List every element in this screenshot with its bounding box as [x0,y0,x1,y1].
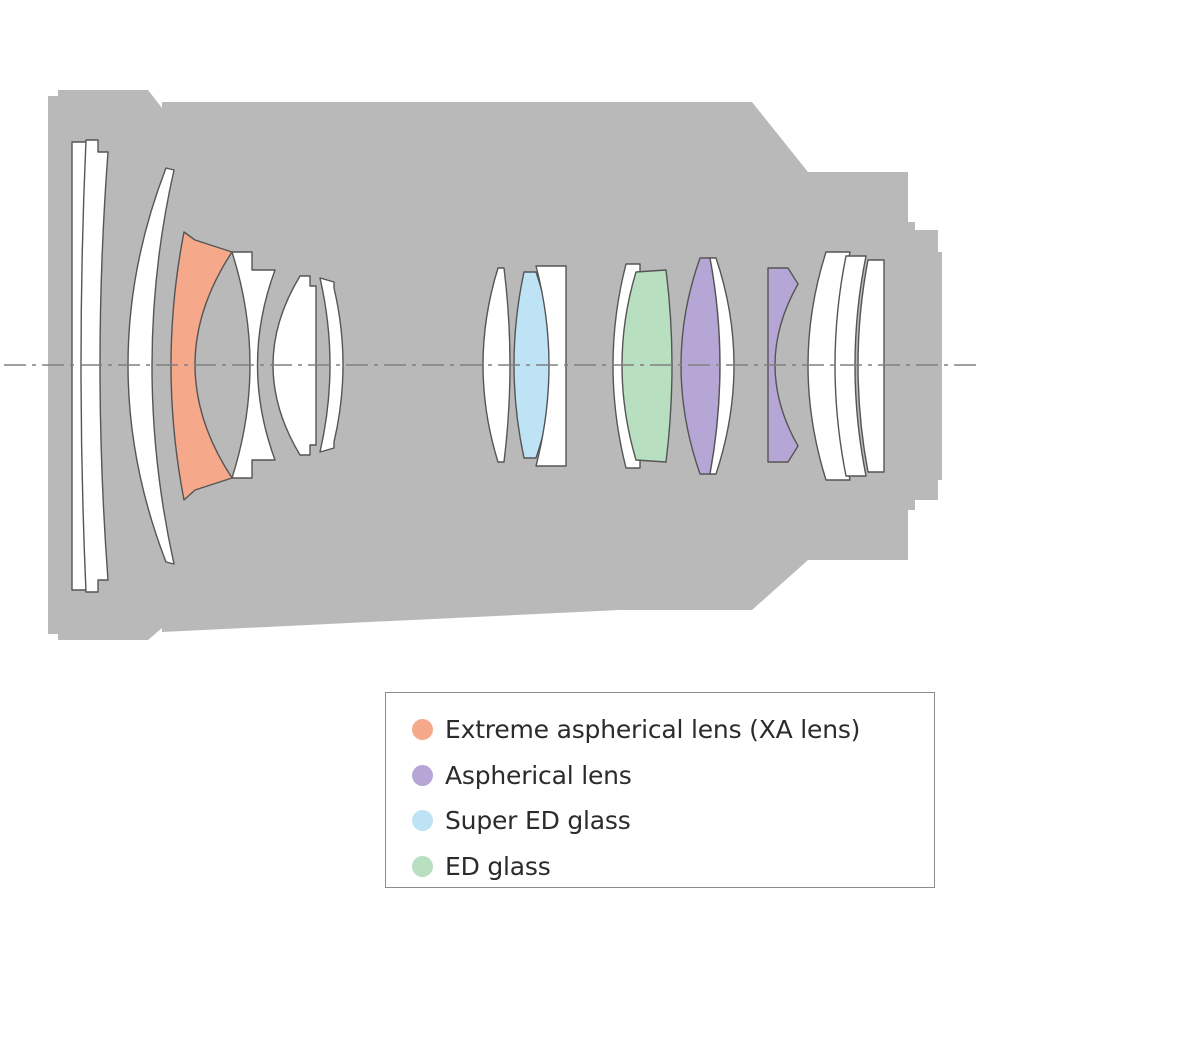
optical-elements [71,139,885,593]
element-8 [482,267,511,463]
legend-label-super-ed-glass: Super ED glass [445,806,631,836]
element-7 [319,277,344,453]
element-17 [834,255,867,477]
legend-label-ed-glass: ED glass [445,851,551,881]
element-14 [709,257,735,475]
element-6 [272,275,317,456]
element-12 [621,269,673,463]
lens-cross-section-diagram [4,90,980,640]
legend-item-aspherical-lens: Aspherical lens [412,753,934,799]
element-15 [767,267,799,463]
legend-label-aspherical-lens: Aspherical lens [445,760,632,790]
legend-item-xa-lens: Extreme aspherical lens (XA lens) [412,707,934,753]
element-3 [127,167,175,565]
element-18 [857,259,885,473]
legend-label-xa-lens: Extreme aspherical lens (XA lens) [445,715,861,745]
element-4 [170,231,233,501]
element-2 [80,139,109,593]
legend-item-super-ed-glass: Super ED glass [412,798,934,844]
legend-dot-super-ed-glass [412,810,433,832]
legend-dot-ed-glass [412,855,433,877]
element-10 [535,265,567,467]
legend-item-ed-glass: ED glass [412,844,934,890]
legend-dot-xa-lens [412,719,433,741]
legend-box: Extreme aspherical lens (XA lens) Aspher… [385,692,935,888]
legend-dot-aspherical-lens [412,764,433,786]
